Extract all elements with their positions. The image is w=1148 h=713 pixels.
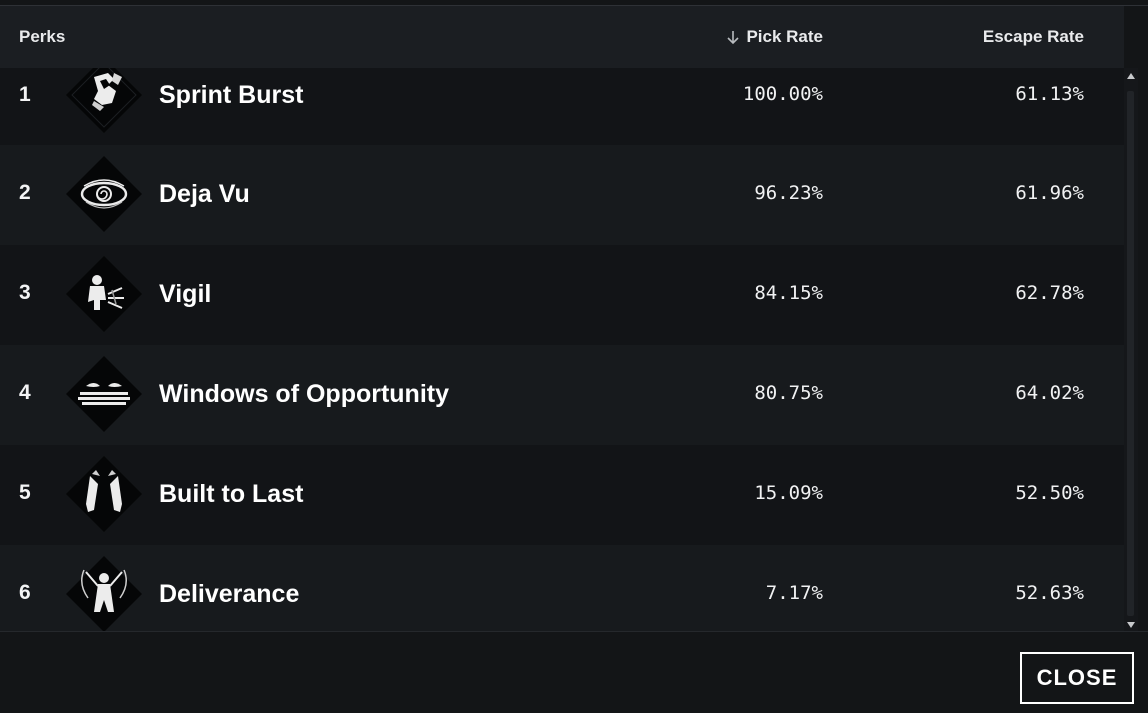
pick-rate: 84.15%	[754, 282, 823, 304]
pick-rate: 7.17%	[765, 582, 823, 604]
rank: 4	[19, 381, 31, 404]
escape-rate: 61.96%	[1015, 182, 1084, 204]
close-button[interactable]: CLOSE	[1020, 652, 1134, 704]
scrollbar-thumb[interactable]	[1127, 91, 1134, 616]
vertical-scrollbar[interactable]	[1124, 68, 1138, 631]
sprint-burst-icon	[66, 68, 142, 133]
vigil-icon	[66, 256, 142, 332]
header-escape-rate[interactable]: Escape Rate	[982, 27, 1084, 46]
rank: 1	[19, 83, 31, 106]
deliverance-icon	[66, 556, 142, 631]
rank: 2	[19, 181, 31, 204]
pick-rate: 80.75%	[754, 382, 823, 404]
table-row[interactable]: 6 Deliverance 7.17% 52.63%	[0, 545, 1124, 631]
escape-rate: 52.50%	[1015, 482, 1084, 504]
perk-table-body: 1 Sprint Burst 100.00% 61.13% 2	[0, 68, 1124, 631]
perk-name: Built to Last	[159, 480, 304, 508]
table-row[interactable]: 5 Built to Last 15.09% 52.50%	[0, 445, 1124, 545]
escape-rate: 64.02%	[1015, 382, 1084, 404]
table-row[interactable]: 2 Deja Vu 96.23% 61.96%	[0, 145, 1124, 245]
perk-name: Deliverance	[159, 580, 300, 608]
header-pick-rate[interactable]: Pick Rate	[726, 27, 823, 47]
perk-name: Sprint Burst	[159, 81, 304, 109]
escape-rate: 52.63%	[1015, 582, 1084, 604]
table-row[interactable]: 3 Vigil 84.15% 62.78%	[0, 245, 1124, 345]
rank: 3	[19, 281, 31, 304]
pick-rate: 100.00%	[742, 83, 823, 105]
header-perks[interactable]: Perks	[19, 27, 66, 46]
deja-vu-icon	[66, 156, 142, 232]
pick-rate: 96.23%	[754, 182, 823, 204]
perk-name: Windows of Opportunity	[159, 380, 450, 408]
escape-rate: 62.78%	[1015, 282, 1084, 304]
perk-name: Vigil	[159, 280, 212, 308]
built-to-last-icon	[66, 456, 142, 532]
rank: 5	[19, 481, 31, 504]
top-border	[0, 5, 1148, 6]
header-pick-rate-label: Pick Rate	[746, 27, 823, 46]
perk-name: Deja Vu	[159, 180, 250, 208]
rank: 6	[19, 581, 31, 604]
table-row[interactable]: 4 Windows of Opportunity 80.75% 64.02%	[0, 345, 1124, 445]
arrow-down-icon	[727, 31, 740, 45]
footer-divider	[0, 631, 1148, 632]
escape-rate: 61.13%	[1015, 83, 1084, 105]
pick-rate: 15.09%	[754, 482, 823, 504]
windows-of-opportunity-icon	[66, 356, 142, 432]
scroll-up-arrow-icon[interactable]	[1127, 72, 1135, 80]
scroll-down-arrow-icon[interactable]	[1127, 621, 1135, 629]
table-header: Perks Pick Rate Escape Rate	[0, 6, 1124, 68]
